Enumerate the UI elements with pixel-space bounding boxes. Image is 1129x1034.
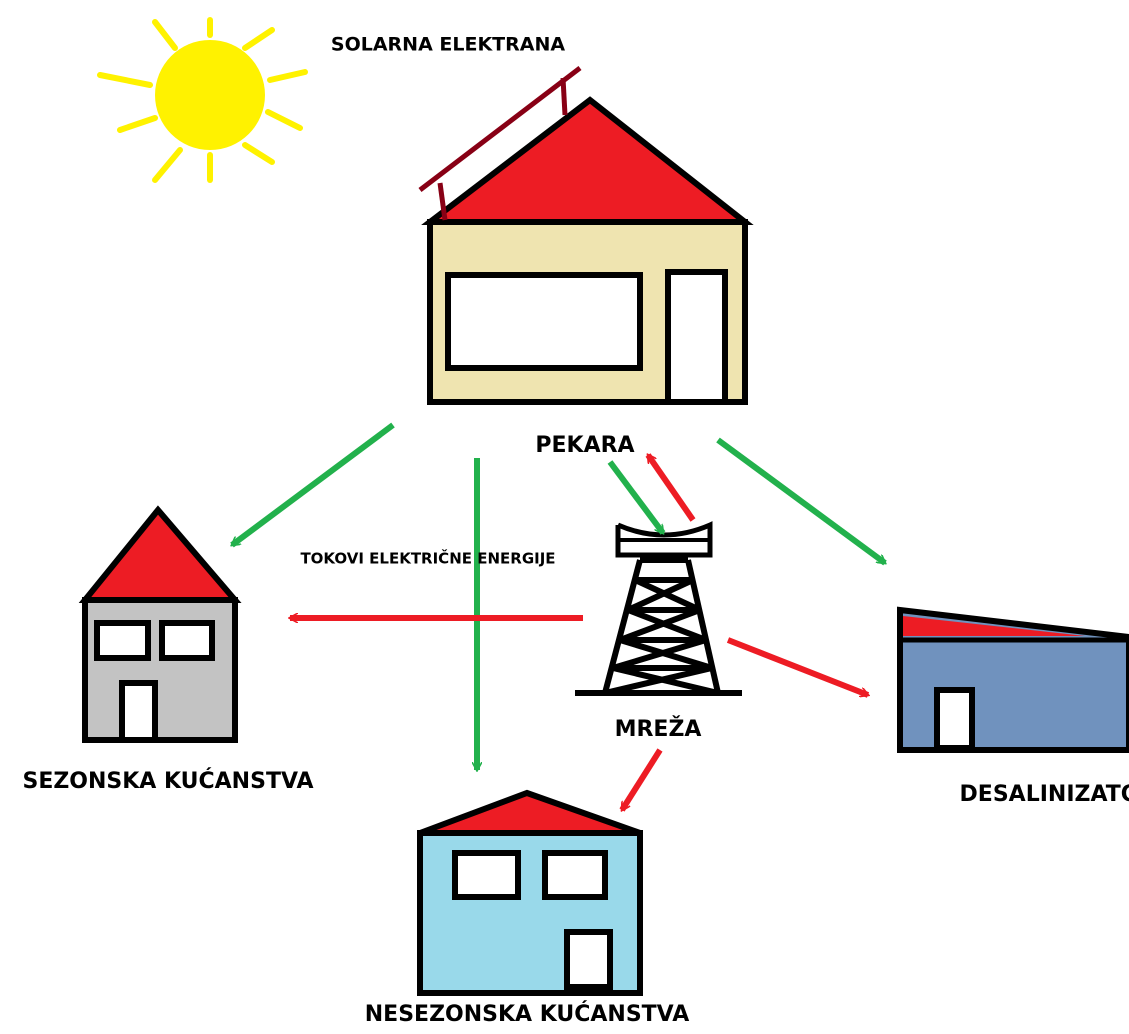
desalinator (897, 606, 1129, 753)
grid-tower (575, 521, 742, 696)
energy-flows (232, 422, 885, 810)
annotation: TOKOVI ELEKTRIČNE ENERGIJE (300, 549, 555, 568)
sun (97, 17, 308, 183)
node-label: MREŽA (615, 716, 702, 742)
bakery (418, 66, 754, 405)
seasonal-house (78, 505, 242, 743)
node-label: SEZONSKA KUĆANSTVA (22, 768, 313, 794)
node-label: PEKARA (535, 433, 634, 458)
node-label: NESEZONSKA KUĆANSTVA (365, 1001, 689, 1027)
node-label: DESALINIZATOR (960, 782, 1129, 807)
title: SOLARNA ELEKTRANA (331, 34, 565, 56)
non-seasonal-house (417, 789, 643, 996)
